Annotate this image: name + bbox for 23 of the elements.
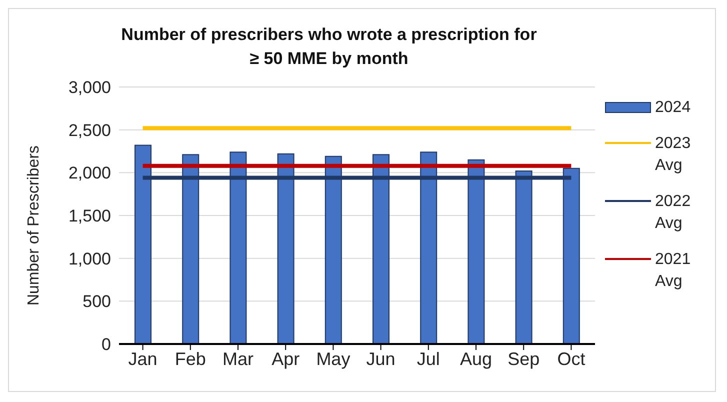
y-tick-label: 1,500 xyxy=(68,206,111,226)
legend-label: 2023 Avg xyxy=(655,134,692,176)
y-tick-label: 500 xyxy=(82,292,111,312)
chart-title: Number of prescribers who wrote a prescription for ≥ 50 MME by month xyxy=(120,24,538,70)
y-tick-label: 2,500 xyxy=(68,120,111,140)
x-tick-label: Aug xyxy=(460,348,492,369)
x-tick-label: Apr xyxy=(272,348,300,369)
x-tick-label: Oct xyxy=(557,348,586,369)
x-tick-label: Sep xyxy=(508,348,540,369)
x-tick-label: May xyxy=(316,348,350,369)
legend-label: 2022 Avg xyxy=(655,192,692,234)
y-tick-label: 0 xyxy=(102,335,111,354)
x-tick-label: Feb xyxy=(174,348,206,369)
legend-label: 2024 xyxy=(655,98,692,118)
y-tick-label: 2,000 xyxy=(68,164,111,183)
x-tick-label: Jun xyxy=(366,348,396,369)
y-tick-label: 3,000 xyxy=(68,78,111,98)
y-axis-title: Number of Prescribers xyxy=(26,145,43,306)
x-tick-label: Mar xyxy=(222,348,254,369)
y-tick-label: 1,000 xyxy=(68,249,111,268)
legend-label: 2021 Avg xyxy=(655,250,692,292)
x-tick-label: Jan xyxy=(128,348,158,369)
x-tick-label: Jul xyxy=(416,348,440,369)
